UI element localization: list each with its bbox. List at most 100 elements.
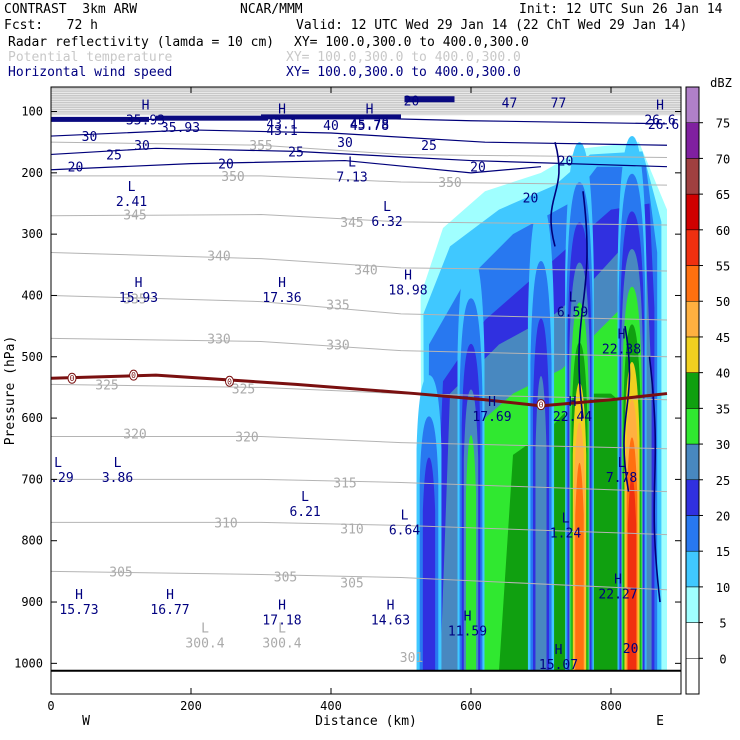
theta-label: 340: [354, 264, 377, 279]
x-tick-label: 800: [600, 699, 622, 713]
valid-time: Valid: 12 UTC Wed 29 Jan 14 (22 ChT Wed …: [296, 18, 688, 33]
model-name: CONTRAST 3km ARW: [4, 2, 138, 17]
x-end-label-west: W: [82, 714, 90, 729]
extremum-marker: L: [401, 508, 409, 523]
x-tick-label: 200: [180, 699, 202, 713]
plot-area: 355 350 350 345 345 340 340 335 335 330 330 325 325 3…: [42, 87, 681, 673]
extremum-marker: L: [128, 180, 136, 195]
extremum-value: 300.4: [185, 637, 224, 652]
wind-label: 30: [134, 139, 150, 154]
wind-contour: [51, 159, 542, 174]
wind-contour: [578, 191, 588, 419]
extremum-marker: H: [142, 99, 150, 114]
extremum-value: 17.36: [262, 291, 301, 306]
wind-label: 43.1: [266, 124, 297, 139]
theta-label: 301: [400, 651, 423, 666]
y-tick-label: 500: [21, 350, 43, 364]
wind-label: 30: [337, 136, 353, 151]
extremum-value: 26.6: [644, 114, 675, 129]
plot-frame: [50, 86, 682, 695]
theta-label: 325: [232, 383, 255, 398]
wind-label: 20: [558, 155, 574, 170]
extremum-marker: H: [614, 573, 622, 588]
theta-label: 320: [235, 430, 258, 445]
freezing-marker: [129, 369, 139, 381]
wind-label: 20: [470, 161, 486, 176]
wind-label: 20: [623, 642, 639, 657]
theta-contour: [51, 435, 668, 450]
extremum-marker: L: [278, 622, 286, 637]
theta-contour: [51, 252, 668, 272]
extremum-marker: L: [618, 456, 626, 471]
extremum-value: 22.27: [598, 588, 637, 603]
theta-label: 305: [109, 565, 132, 580]
wind-contour: [51, 129, 668, 146]
extremum-marker: L: [114, 456, 122, 471]
wind-contour: [623, 325, 631, 492]
wind-label: 25: [421, 139, 437, 154]
wind-label: 25: [288, 145, 304, 160]
freezing-marker: [536, 399, 546, 411]
freezing-marker-label: 0: [539, 401, 544, 410]
wind-contour: [648, 356, 661, 603]
extremum-value: 15.73: [59, 603, 98, 618]
extremum-value: 18.98: [388, 284, 427, 299]
extremum-marker: H: [618, 327, 626, 342]
extremum-marker: H: [278, 598, 286, 613]
x-end-label-east: E: [656, 714, 664, 729]
field-reflectivity: Radar reflectivity (lamda = 10 cm): [8, 35, 275, 50]
y-tick-label: 100: [21, 105, 43, 119]
theta-contour: [51, 141, 668, 159]
extremum-value: 22.38: [602, 342, 641, 357]
y-tick-label: 300: [21, 227, 43, 241]
jet-core: [51, 116, 149, 122]
y-tick-label: 900: [21, 595, 43, 609]
wind-label: 20: [523, 191, 539, 206]
reflectivity-cell: [465, 435, 477, 671]
extremum-value: 35.93: [126, 114, 165, 129]
extremum-value: 300.4: [262, 637, 301, 652]
theta-label: 330: [207, 332, 230, 347]
extremum-marker: H: [166, 588, 174, 603]
extremum-marker: L: [562, 511, 570, 526]
theta-label: 320: [123, 427, 146, 442]
extremum-marker: L: [569, 291, 577, 306]
field-wind-xy: XY= 100.0,300.0 to 400.0,300.0: [286, 65, 521, 80]
theta-label: 345: [340, 216, 363, 231]
wind-label: 20: [404, 94, 420, 109]
x-tick-label: 0: [47, 699, 54, 713]
init-time: Init: 12 UTC Sun 26 Jan 14: [519, 2, 723, 17]
theta-label: 350: [221, 170, 244, 185]
y-tick-label: 400: [21, 288, 43, 302]
extremum-value: 17.18: [262, 613, 301, 628]
upper-wind-shading: [51, 87, 681, 115]
extremum-marker: H: [387, 598, 395, 613]
extremum-value: 2.41: [116, 195, 147, 210]
theta-label: 305: [340, 576, 363, 591]
extremum-value: 6.64: [389, 523, 420, 538]
extremum-marker: H: [278, 276, 286, 291]
extremum-marker: L: [301, 490, 309, 505]
theta-contour: [51, 478, 668, 493]
extremum-marker: H: [366, 102, 374, 117]
x-tick-label: 600: [460, 699, 482, 713]
jet-core: [261, 114, 401, 120]
extremum-value: 4.29: [42, 471, 73, 486]
theta-label: 340: [207, 250, 230, 265]
extremum-marker: L: [54, 456, 62, 471]
freezing-level-line: [51, 373, 668, 408]
extremum-marker: L: [348, 156, 356, 171]
wind-label: 20: [218, 158, 234, 173]
extremum-value: 7.13: [336, 171, 367, 186]
theta-label: 345: [123, 209, 146, 224]
center-name: NCAR/MMM: [240, 2, 303, 17]
theta-contour: [51, 570, 668, 591]
reflectivity-cell: [627, 475, 637, 671]
y-tick-label: 200: [21, 166, 43, 180]
extremum-marker: H: [404, 269, 412, 284]
extremum-value: 1.24: [550, 526, 581, 541]
extremum-marker: H: [278, 102, 286, 117]
theta-label: 325: [95, 378, 118, 393]
extremum-marker: H: [656, 99, 664, 114]
freezing-marker: [67, 372, 77, 384]
